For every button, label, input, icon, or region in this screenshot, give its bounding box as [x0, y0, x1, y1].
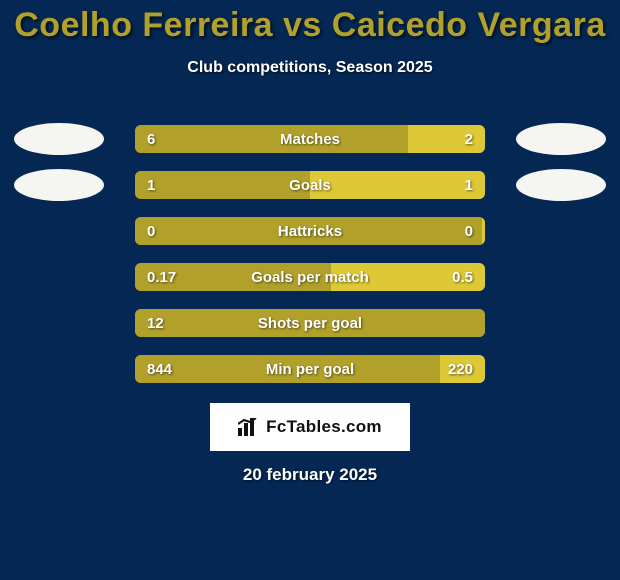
page-title: Coelho Ferreira vs Caicedo Vergara: [0, 6, 620, 45]
stat-row: Shots per goal12: [0, 309, 620, 337]
stat-row: Goals per match0.170.5: [0, 263, 620, 291]
stat-bar-left-seg: [135, 217, 482, 245]
stat-bar-right-seg: [310, 171, 485, 199]
fctables-badge: FcTables.com: [210, 403, 410, 451]
badge-text: FcTables.com: [266, 417, 382, 437]
stat-bar-left-seg: [135, 125, 408, 153]
stat-bar-left-seg: [135, 171, 310, 199]
stat-bar: Hattricks00: [135, 217, 485, 245]
stat-bar-right-seg: [408, 125, 485, 153]
stat-bar: Goals per match0.170.5: [135, 263, 485, 291]
stat-bar-left-seg: [135, 309, 485, 337]
stats-container: Matches62 Goals11 Hattricks00 Goals per mat…: [0, 125, 620, 383]
stat-row: Min per goal844220: [0, 355, 620, 383]
comparison-card: Coelho Ferreira vs Caicedo Vergara Club …: [0, 0, 620, 580]
subtitle: Club competitions, Season 2025: [0, 59, 620, 77]
player-avatar-right: [516, 169, 606, 201]
stat-bar: Shots per goal12: [135, 309, 485, 337]
stat-bar: Min per goal844220: [135, 355, 485, 383]
player-avatar-left: [14, 123, 104, 155]
stat-row: Goals11: [0, 171, 620, 199]
date-text: 20 february 2025: [0, 465, 620, 485]
player-avatar-left: [14, 169, 104, 201]
stat-bar: Goals11: [135, 171, 485, 199]
bar-chart-icon: [238, 418, 260, 436]
stat-bar-left-seg: [135, 263, 331, 291]
player-avatar-right: [516, 123, 606, 155]
stat-bar: Matches62: [135, 125, 485, 153]
stat-bar-left-seg: [135, 355, 440, 383]
stat-row: Hattricks00: [0, 217, 620, 245]
stat-bar-right-seg: [331, 263, 485, 291]
stat-row: Matches62: [0, 125, 620, 153]
stat-bar-right-seg: [482, 217, 486, 245]
stat-bar-right-seg: [440, 355, 486, 383]
